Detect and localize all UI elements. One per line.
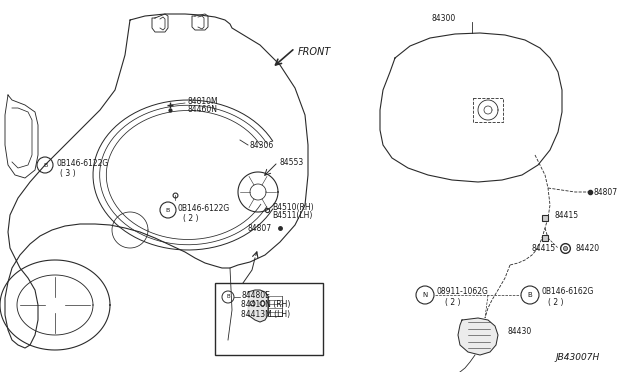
Text: 84480E: 84480E xyxy=(241,291,270,299)
Text: 84553: 84553 xyxy=(280,157,304,167)
Text: B: B xyxy=(43,163,47,167)
Text: 84306: 84306 xyxy=(250,141,275,150)
Text: N: N xyxy=(422,292,428,298)
FancyBboxPatch shape xyxy=(215,283,323,355)
Text: 84415: 84415 xyxy=(532,244,556,253)
Text: 84410N (RH): 84410N (RH) xyxy=(241,301,291,310)
Text: ( 2 ): ( 2 ) xyxy=(183,214,198,222)
Text: 84413M (LH): 84413M (LH) xyxy=(241,311,290,320)
Text: B: B xyxy=(226,295,230,299)
Text: ( 2 ): ( 2 ) xyxy=(548,298,563,307)
Text: 84430: 84430 xyxy=(508,327,532,337)
Text: 84420: 84420 xyxy=(576,244,600,253)
Text: 0B146-6122G: 0B146-6122G xyxy=(56,158,108,167)
Text: ( 2 ): ( 2 ) xyxy=(445,298,461,307)
Text: B: B xyxy=(527,292,532,298)
Text: ( 3 ): ( 3 ) xyxy=(60,169,76,177)
Text: 84300: 84300 xyxy=(432,13,456,22)
Text: 84415: 84415 xyxy=(555,211,579,219)
Text: B: B xyxy=(166,208,170,212)
Text: 84810M: 84810M xyxy=(187,96,218,106)
Polygon shape xyxy=(458,318,498,355)
Text: 84807: 84807 xyxy=(248,224,272,232)
Text: B4511(LH): B4511(LH) xyxy=(272,211,312,219)
Text: 84807: 84807 xyxy=(594,187,618,196)
Text: 0B146-6162G: 0B146-6162G xyxy=(542,288,595,296)
Text: FRONT: FRONT xyxy=(298,47,332,57)
Text: JB43007H: JB43007H xyxy=(555,353,599,362)
Text: 0B146-6122G: 0B146-6122G xyxy=(178,203,230,212)
Polygon shape xyxy=(248,290,268,322)
Text: B4510(RH): B4510(RH) xyxy=(272,202,314,212)
Text: 84460N: 84460N xyxy=(187,105,217,113)
Text: 08911-1062G: 08911-1062G xyxy=(437,288,489,296)
